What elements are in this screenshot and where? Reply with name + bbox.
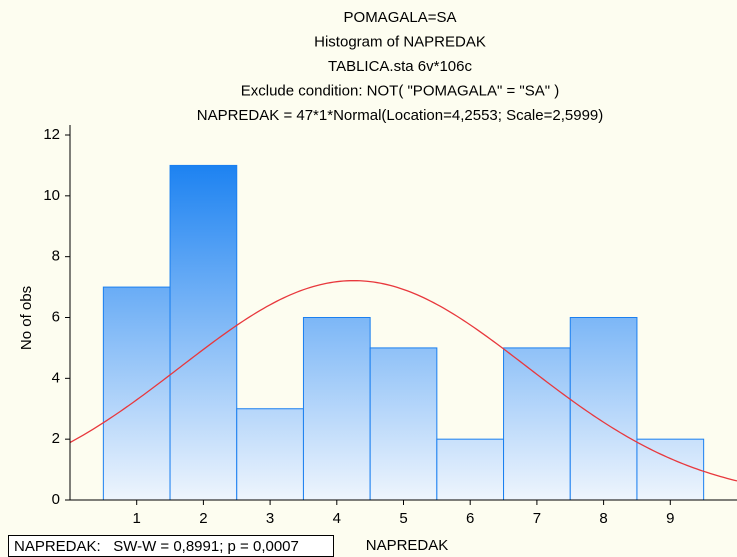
- y-tick-label: 4: [52, 369, 60, 386]
- x-tick-label: 1: [133, 510, 141, 527]
- bar: [369, 347, 438, 501]
- footnote: NAPREDAK: SW-W = 0,8991; p = 0,0007: [14, 538, 299, 555]
- x-axis-label: NAPREDAK: [366, 537, 449, 554]
- x-tick-label: 6: [466, 510, 474, 527]
- chart-title: TABLICA.sta 6v*106c: [328, 58, 472, 75]
- fit-curve: [70, 279, 737, 482]
- bar: [302, 317, 371, 501]
- y-tick-label: 0: [52, 491, 60, 508]
- y-tick-label: 6: [52, 308, 60, 325]
- x-tick-label: 2: [199, 510, 207, 527]
- y-tick-label: 12: [43, 126, 60, 143]
- bar: [503, 347, 571, 501]
- bar: [569, 317, 638, 501]
- y-tick-label: 8: [52, 248, 60, 265]
- y-tick-label: 2: [52, 430, 60, 447]
- x-tick-label: 8: [599, 510, 607, 527]
- y-tick-label: 10: [43, 187, 60, 204]
- x-tick-label: 5: [399, 510, 407, 527]
- x-tick-label: 7: [533, 510, 541, 527]
- x-tick-label: 4: [333, 510, 341, 527]
- bar: [436, 438, 505, 501]
- y-axis-label: No of obs: [18, 286, 35, 350]
- bar: [102, 286, 171, 501]
- bar: [236, 408, 304, 501]
- chart-title: Histogram of NAPREDAK: [314, 33, 486, 50]
- x-tick-label: 3: [266, 510, 274, 527]
- bar: [636, 438, 705, 501]
- chart-title: POMAGALA=SA: [344, 9, 457, 26]
- x-tick-label: 9: [666, 510, 674, 527]
- chart-title: NAPREDAK = 47*1*Normal(Location=4,2553; …: [197, 107, 604, 124]
- chart-title: Exclude condition: NOT( "POMAGALA" = "SA…: [241, 82, 560, 99]
